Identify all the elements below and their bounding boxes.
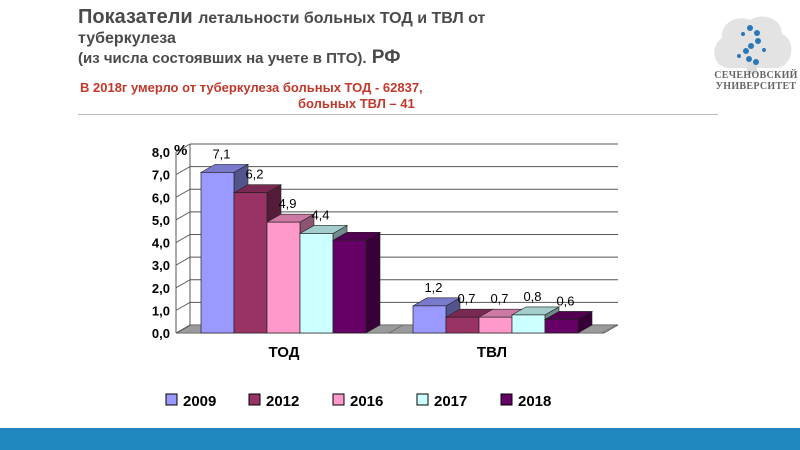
legend-swatch-2017 bbox=[416, 393, 429, 406]
y-tick-label: 7,0 bbox=[152, 168, 170, 183]
logo-text: СЕЧЕНОВСКИЙ УНИВЕРСИТЕТ bbox=[713, 70, 799, 92]
bar-2018-0 bbox=[332, 239, 367, 334]
bar-2009-0 bbox=[200, 172, 235, 334]
bar-2009-1 bbox=[412, 305, 447, 334]
data-label: 6,2 bbox=[245, 167, 263, 182]
category-label: ТВЛ bbox=[477, 344, 507, 361]
logo-text-line-1: СЕЧЕНОВСКИЙ bbox=[714, 70, 798, 81]
note-line-1: В 2018г умерло от туберкулеза больных ТО… bbox=[80, 80, 423, 95]
data-label: 4,9 bbox=[278, 196, 296, 211]
bar-2017-0 bbox=[299, 233, 334, 334]
title-line-1: Показатели летальности больных ТОД и ТВЛ… bbox=[78, 6, 638, 30]
gridline-side bbox=[175, 301, 191, 311]
unit-label: % bbox=[174, 142, 187, 159]
gridline-side bbox=[175, 256, 191, 266]
data-label: 0,7 bbox=[457, 291, 475, 306]
gridline-side bbox=[175, 324, 191, 334]
bar-side bbox=[365, 231, 381, 334]
data-label: 0,7 bbox=[490, 291, 508, 306]
logo-text-line-2: УНИВЕРСИТЕТ bbox=[715, 81, 797, 92]
gridline-side bbox=[175, 143, 191, 153]
bar-2018-1 bbox=[544, 319, 579, 334]
y-tick-label: 6,0 bbox=[152, 190, 170, 205]
y-tick-label: 4,0 bbox=[152, 236, 170, 251]
legend-swatch-2016 bbox=[332, 393, 345, 406]
y-tick-label: 0,0 bbox=[152, 326, 170, 341]
gridline-side bbox=[175, 188, 191, 198]
data-label: 1,2 bbox=[424, 280, 442, 295]
title-rest: летальности больных ТОД и ТВЛ от bbox=[198, 10, 486, 27]
subtitle-text: (из числа состоявших на учете в ПТО). bbox=[78, 50, 367, 67]
bar-2017-1 bbox=[511, 314, 546, 334]
note-line-2: больных ТВЛ – 41 bbox=[298, 96, 415, 111]
y-tick-label: 2,0 bbox=[152, 281, 170, 296]
gridline-side bbox=[175, 211, 191, 221]
legend-swatch-2009 bbox=[165, 393, 178, 406]
data-label: 7,1 bbox=[212, 146, 230, 161]
gridline-side bbox=[175, 234, 191, 243]
data-label: 0,6 bbox=[556, 293, 574, 308]
data-label: 4,4 bbox=[311, 207, 329, 222]
bar-2016-0 bbox=[266, 221, 301, 334]
slide-title: Показатели летальности больных ТОД и ТВЛ… bbox=[78, 6, 638, 68]
bar-2016-1 bbox=[478, 316, 513, 334]
legend-swatch-2018 bbox=[500, 393, 513, 406]
footer-bar bbox=[0, 428, 800, 450]
bar-2012-1 bbox=[445, 316, 480, 334]
legend-label: 2009 bbox=[183, 393, 216, 410]
category-label: ТОД bbox=[269, 344, 300, 361]
y-tick-label: 1,0 bbox=[152, 303, 170, 318]
legend-label: 2018 bbox=[518, 393, 551, 410]
title-line-2: туберкулеза bbox=[78, 30, 176, 47]
data-label: 0,8 bbox=[523, 289, 541, 304]
y-tick-label: 3,0 bbox=[152, 258, 170, 273]
gridline-side bbox=[175, 279, 191, 289]
legend-label: 2017 bbox=[434, 393, 467, 410]
death-count-note: В 2018г умерло от туберкулеза больных ТО… bbox=[80, 80, 423, 112]
title-word: Показатели bbox=[78, 6, 193, 28]
x-axis-depth bbox=[603, 324, 619, 334]
legend-label: 2012 bbox=[266, 393, 299, 410]
gridline-side bbox=[175, 166, 191, 176]
y-tick-label: 8,0 bbox=[152, 145, 170, 160]
legend-swatch-2012 bbox=[248, 393, 261, 406]
university-logo-icon bbox=[714, 16, 792, 74]
y-tick-label: 5,0 bbox=[152, 213, 170, 228]
bar-2012-0 bbox=[233, 192, 268, 334]
title-line-3: (из числа состоявших на учете в ПТО). РФ bbox=[78, 48, 638, 68]
legend-label: 2016 bbox=[350, 393, 383, 410]
country-label: РФ bbox=[366, 47, 401, 68]
header-divider bbox=[78, 114, 718, 115]
